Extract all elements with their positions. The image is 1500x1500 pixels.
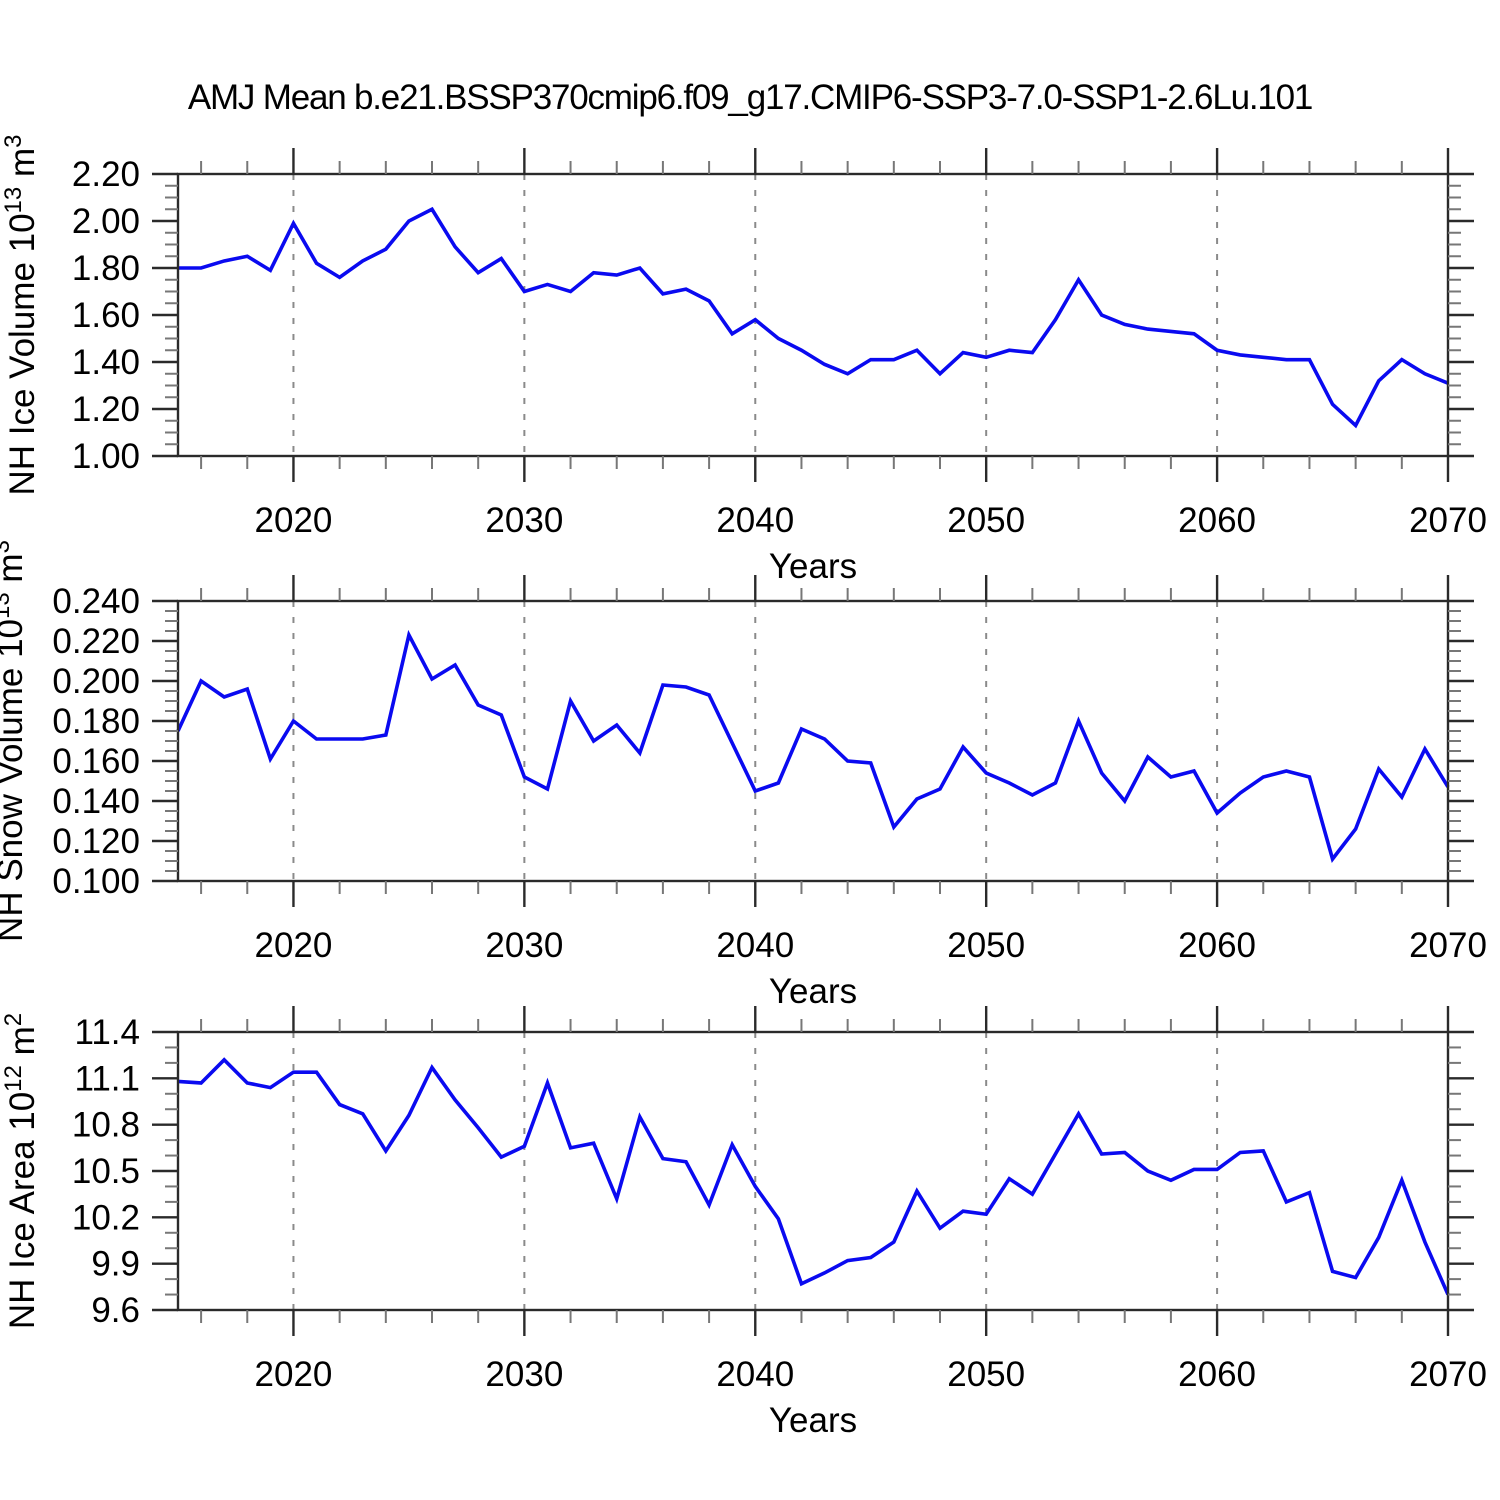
plot-border [176,172,1450,458]
y-tick-label: 9.9 [91,1245,140,1284]
x-tick-label: 2020 [255,926,333,965]
y-tick-label: 10.2 [72,1198,140,1237]
chart-title: AMJ Mean b.e21.BSSP370cmip6.f09_g17.CMIP… [187,78,1314,117]
x-tick-label: 2050 [947,926,1025,965]
y-tick-label: 0.160 [52,742,140,781]
y-tick-label: 1.40 [72,343,140,382]
panel-nh-ice-volume: 2020 2030 2040 2050 2060 2070 2.20 2.00 1.80 1.60… [0,134,1487,586]
line-series [177,1057,1450,1296]
y-axis-title: NH Snow Volume 1013 m3 [0,540,30,942]
y-tick-label: 9.6 [91,1291,140,1330]
x-tick-label: 2040 [716,1355,794,1394]
x-axis-title: Years [769,547,857,586]
panel-nh-ice-area: 2020 2030 2040 2050 2060 2070 11.4 11.1 10.8 10.5… [0,1006,1487,1440]
plot-border [176,599,1450,883]
x-axis-title: Years [769,1401,857,1440]
y-tick-label: 0.200 [52,662,140,701]
y-tick-label: 1.60 [72,296,140,335]
y-tick-label: 11.1 [74,1059,140,1098]
x-tick-label: 2030 [485,1355,563,1394]
x-tick-label: 2040 [716,926,794,965]
y-axis-title: NH Ice Area 1012 m2 [0,1013,42,1329]
line-series [178,206,1449,429]
y-tick-label: 2.00 [72,202,140,241]
x-tick-label: 2020 [255,1355,333,1394]
x-tick-label: 2070 [1409,501,1487,540]
y-tick-label: 1.20 [72,390,140,429]
x-tick-label: 2070 [1409,926,1487,965]
x-tick-label: 2030 [485,926,563,965]
y-axis-title: NH Ice Volume 1013 m3 [0,134,42,495]
y-tick-label: 0.120 [52,822,140,861]
y-tick-label: 0.220 [52,622,140,661]
x-tick-label: 2040 [716,501,794,540]
x-tick-label: 2070 [1409,1355,1487,1394]
y-tick-label: 0.140 [52,782,140,821]
x-tick-label: 2060 [1178,501,1256,540]
x-tick-label: 2050 [947,1355,1025,1394]
panel-nh-snow-volume: 2020 2030 2040 2050 2060 20700.2400.2200.2000… [0,540,1487,1011]
y-tick-label: 11.4 [74,1013,140,1052]
x-tick-label: 2030 [485,501,563,540]
x-tick-label: 2020 [255,501,333,540]
y-tick-label: 1.00 [72,437,140,476]
y-tick-label: 10.5 [72,1152,140,1191]
x-tick-label: 2060 [1178,926,1256,965]
line-series [176,629,1450,863]
plot-border [176,1030,1450,1312]
y-tick-label: 0.240 [52,582,140,621]
y-tick-label: 2.20 [72,155,140,194]
y-tick-label: 0.180 [52,702,140,741]
y-tick-label: 1.80 [72,249,140,288]
y-tick-label: 0.100 [52,862,140,901]
x-tick-label: 2060 [1178,1355,1256,1394]
y-tick-label: 10.8 [72,1106,140,1145]
x-tick-label: 2050 [947,501,1025,540]
x-axis-title: Years [769,972,857,1011]
